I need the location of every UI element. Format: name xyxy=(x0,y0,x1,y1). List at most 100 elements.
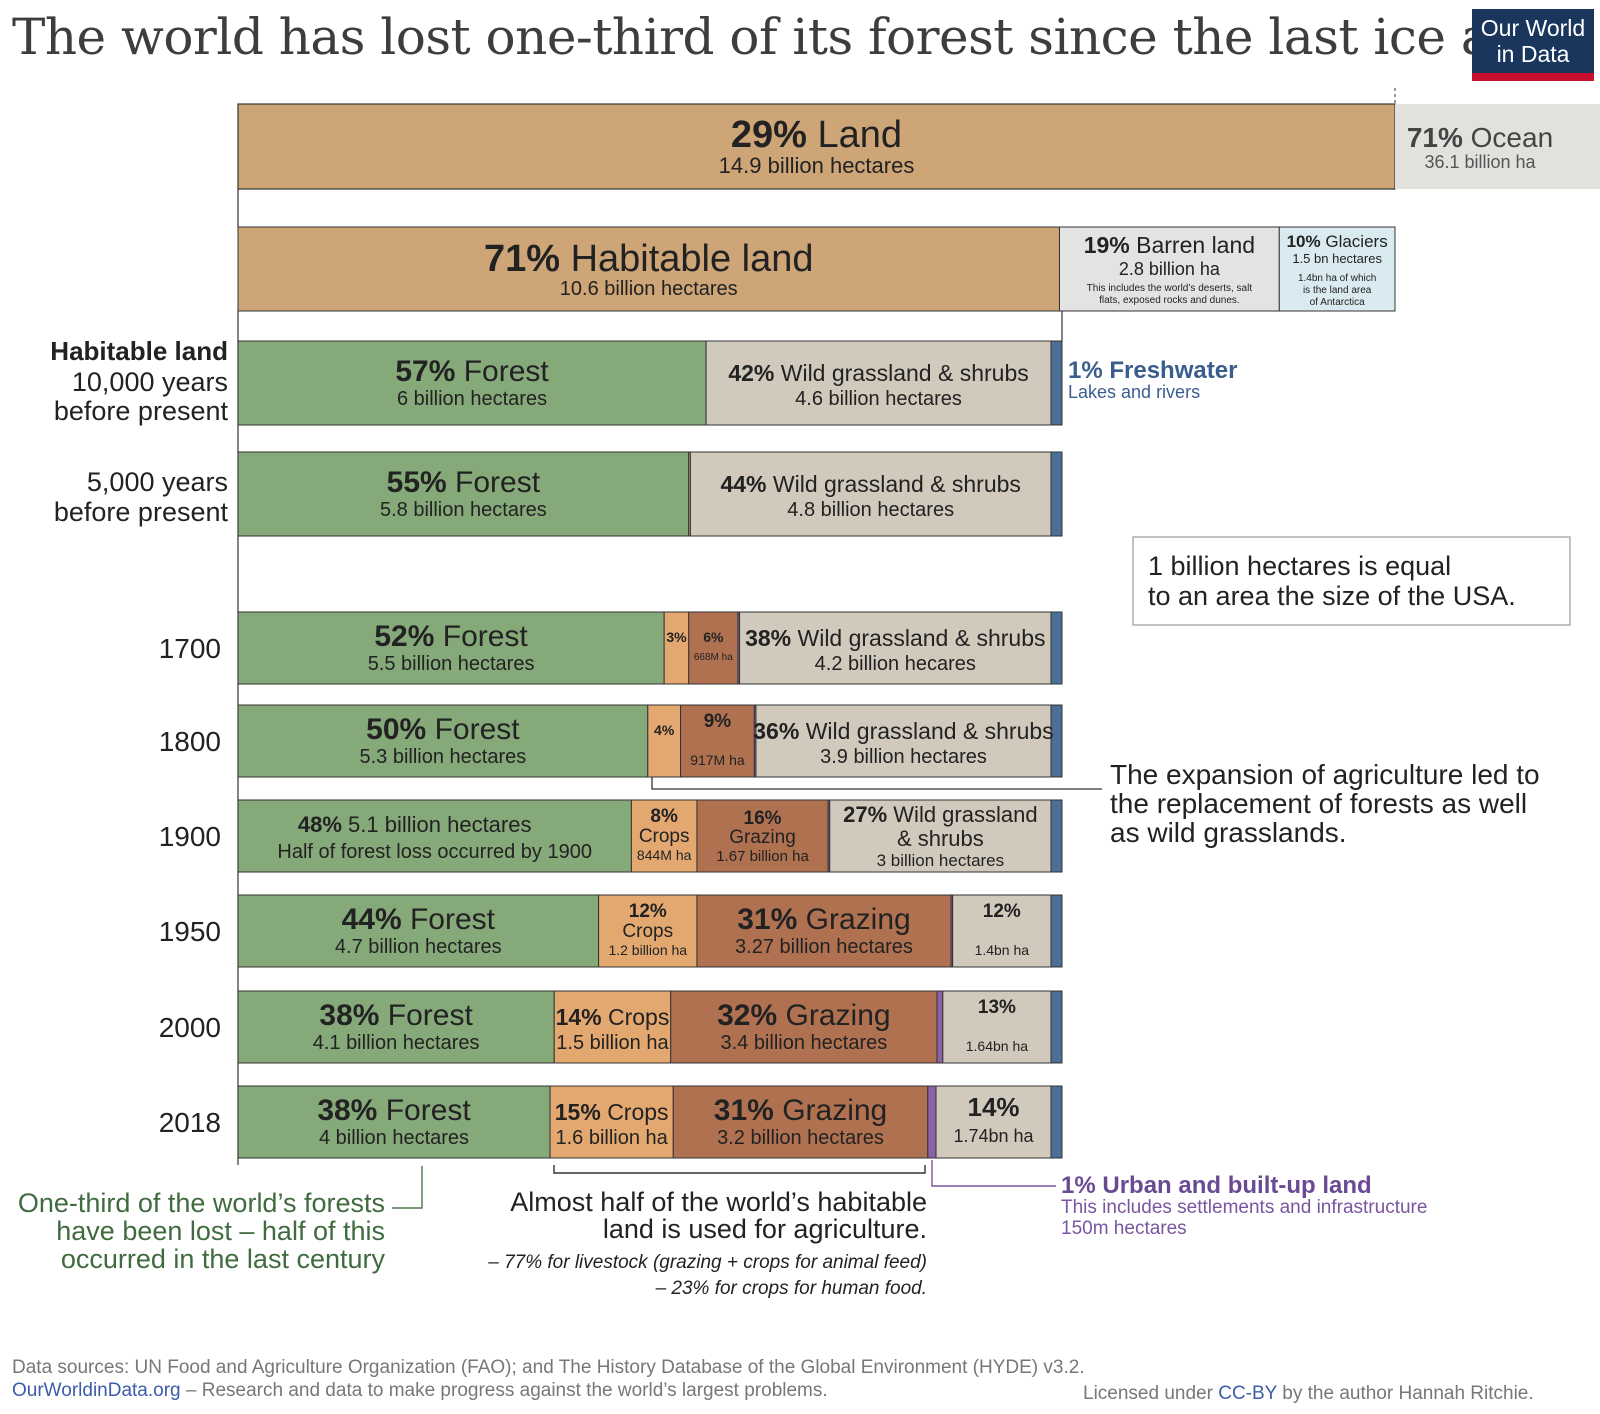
land-segment-barren xyxy=(1058,226,1280,312)
earth-segment-ocean xyxy=(1395,104,1600,189)
row-1-freshwater-segment xyxy=(1050,451,1063,537)
row-4-wild-name2: & shrubs xyxy=(897,826,984,851)
row-7-wild-segment xyxy=(935,1085,1052,1159)
row-1-wild-sub: 4.8 billion hectares xyxy=(787,499,954,521)
row-label-1a: 5,000 years xyxy=(87,467,228,497)
row-2-forest-label: 52% Forest xyxy=(374,620,528,653)
row-7-freshwater-segment xyxy=(1050,1085,1063,1159)
agriculture-line-4: – 23% for crops for human food. xyxy=(655,1278,927,1299)
row-6-grazing-segment xyxy=(670,990,938,1064)
license-link[interactable]: CC-BY xyxy=(1218,1383,1277,1404)
row-3-forest-segment xyxy=(237,704,649,778)
license-suffix: by the author Hannah Ritchie. xyxy=(1277,1383,1534,1404)
agriculture-line-2: land is used for agriculture. xyxy=(603,1214,927,1244)
row-5-crops-sub: 1.2 billion ha xyxy=(608,942,687,958)
row-4-grazing-name: Grazing xyxy=(729,827,796,848)
row-2-forest-sub: 5.5 billion hectares xyxy=(368,653,535,675)
usa-box-line-2: to an area the size of the USA. xyxy=(1148,581,1516,611)
row-2-freshwater-segment xyxy=(1050,611,1063,685)
row-4-crops-name: Crops xyxy=(639,826,690,847)
row-7-forest-sub: 4 billion hectares xyxy=(319,1127,469,1149)
row-5-crops-segment xyxy=(598,894,698,968)
row-6-forest-segment xyxy=(237,990,555,1064)
row-3-forest-label: 50% Forest xyxy=(366,713,520,746)
row-3-crops-pct: 4% xyxy=(654,722,675,738)
row-6-crops-label: 14% Crops xyxy=(556,1004,670,1030)
glaciers-note-3: of Antarctica xyxy=(1310,297,1365,308)
row-2-crops-segment xyxy=(663,611,690,685)
forest-loss-line-3: occurred in the last century xyxy=(61,1244,386,1274)
row-7-grazing-segment xyxy=(672,1085,929,1159)
site-link[interactable]: OurWorldinData.org xyxy=(12,1380,181,1401)
chart-title: The world has lost one-third of its fore… xyxy=(12,8,1551,66)
row-4-wild-label: 27% Wild grassland xyxy=(843,802,1037,827)
row-2-grazing-segment xyxy=(688,611,739,685)
expansion-line-1: The expansion of agriculture led to xyxy=(1110,759,1540,790)
row-6-wild-sub: 1.64bn ha xyxy=(966,1038,1028,1054)
forest-loss-line-2: have been lost – half of this xyxy=(56,1216,385,1246)
row-5-wild-sub: 1.4bn ha xyxy=(975,942,1030,958)
row-4-crops-sub: 844M ha xyxy=(637,847,692,863)
row-2-wild-label: 38% Wild grassland & shrubs xyxy=(745,625,1045,651)
urban-line-1: This includes settlements and infrastruc… xyxy=(1061,1197,1427,1218)
row-6-grazing-label: 32% Grazing xyxy=(717,999,890,1032)
row-label-4: 1900 xyxy=(159,821,221,852)
row-5-forest-label: 44% Forest xyxy=(342,903,496,936)
row-label-0b: before present xyxy=(54,396,229,426)
row-5-crops-pct: 12% xyxy=(629,901,667,922)
row-7-crops-segment xyxy=(549,1085,674,1159)
habitable-pct-label: 71% Habitable land xyxy=(484,238,814,280)
row-1-forest-label: 55% Forest xyxy=(387,466,541,499)
row-label-2: 1700 xyxy=(159,633,221,664)
row-7-crops-sub: 1.6 billion ha xyxy=(555,1127,668,1149)
glaciers-note-2: is the land area xyxy=(1303,285,1372,296)
logo-line-1: Our World xyxy=(1480,15,1586,41)
row-0-freshwater-segment xyxy=(1050,340,1063,426)
license-prefix: Licensed under xyxy=(1083,1383,1219,1404)
row-4-crops-segment xyxy=(630,799,698,873)
row-label-5: 1950 xyxy=(159,916,221,947)
row-4-forest-sub: Half of forest loss occurred by 1900 xyxy=(277,841,592,863)
row-2-grazing-sub: 668M ha xyxy=(694,652,733,663)
row-0-wild-label: 42% Wild grassland & shrubs xyxy=(728,360,1028,386)
glaciers-detail-label: 1.5 bn hectares xyxy=(1292,251,1382,266)
row-3-wild-segment xyxy=(755,704,1052,778)
row-5-wild-pct: 12% xyxy=(983,901,1021,922)
row-1-forest-segment xyxy=(237,451,690,537)
barren-note-1: This includes the world’s deserts, salt xyxy=(1087,283,1253,294)
row-0-wild-sub: 4.6 billion hectares xyxy=(795,388,962,410)
land-segment-habitable xyxy=(237,226,1060,312)
row-5-grazing-label: 31% Grazing xyxy=(737,903,910,936)
habitable-detail-label: 10.6 billion hectares xyxy=(560,278,738,300)
row-5-crops-name: Crops xyxy=(622,921,673,942)
urban-line-2: 150m hectares xyxy=(1061,1218,1187,1239)
row-5-grazing-sub: 3.27 billion hectares xyxy=(735,936,913,958)
agriculture-line-3: – 77% for livestock (grazing + crops for… xyxy=(487,1252,927,1273)
barren-note-2: flats, exposed rocks and dunes. xyxy=(1099,295,1240,306)
land-segment-glaciers xyxy=(1278,226,1396,312)
expansion-line-2: the replacement of forests as well xyxy=(1110,788,1527,819)
row-3-forest-sub: 5.3 billion hectares xyxy=(359,746,526,768)
row-1-forest-sub: 5.8 billion hectares xyxy=(380,499,547,521)
row-2-grazing-pct: 6% xyxy=(703,629,724,645)
owid-logo[interactable]: Our World in Data xyxy=(1472,9,1594,81)
usa-box-line-1: 1 billion hectares is equal xyxy=(1148,551,1451,581)
row-4-forest-label: 48% 5.1 billion hectares xyxy=(298,812,532,837)
usa-box xyxy=(1132,536,1571,626)
ocean-pct-label: 71% Ocean xyxy=(1407,122,1553,153)
row-6-forest-label: 38% Forest xyxy=(319,999,473,1032)
row-6-crops-sub: 1.5 billion ha xyxy=(556,1032,669,1054)
row-label-7: 2018 xyxy=(159,1107,221,1138)
row-5-forest-sub: 4.7 billion hectares xyxy=(335,936,502,958)
row-3-grazing-sub: 917M ha xyxy=(690,752,745,768)
row-label-0a: 10,000 years xyxy=(72,367,228,397)
row-4-grazing-pct: 16% xyxy=(744,808,782,829)
row-7-grazing-label: 31% Grazing xyxy=(714,1094,887,1127)
row-7-wild-sub: 1.74bn ha xyxy=(953,1126,1034,1146)
row-5-forest-segment xyxy=(237,894,600,968)
row-6-freshwater-segment xyxy=(1050,990,1063,1064)
forest-loss-line-1: One-third of the world’s forests xyxy=(18,1188,385,1218)
row-5-freshwater-segment xyxy=(1050,894,1063,968)
row-6-wild-pct: 13% xyxy=(978,997,1016,1018)
